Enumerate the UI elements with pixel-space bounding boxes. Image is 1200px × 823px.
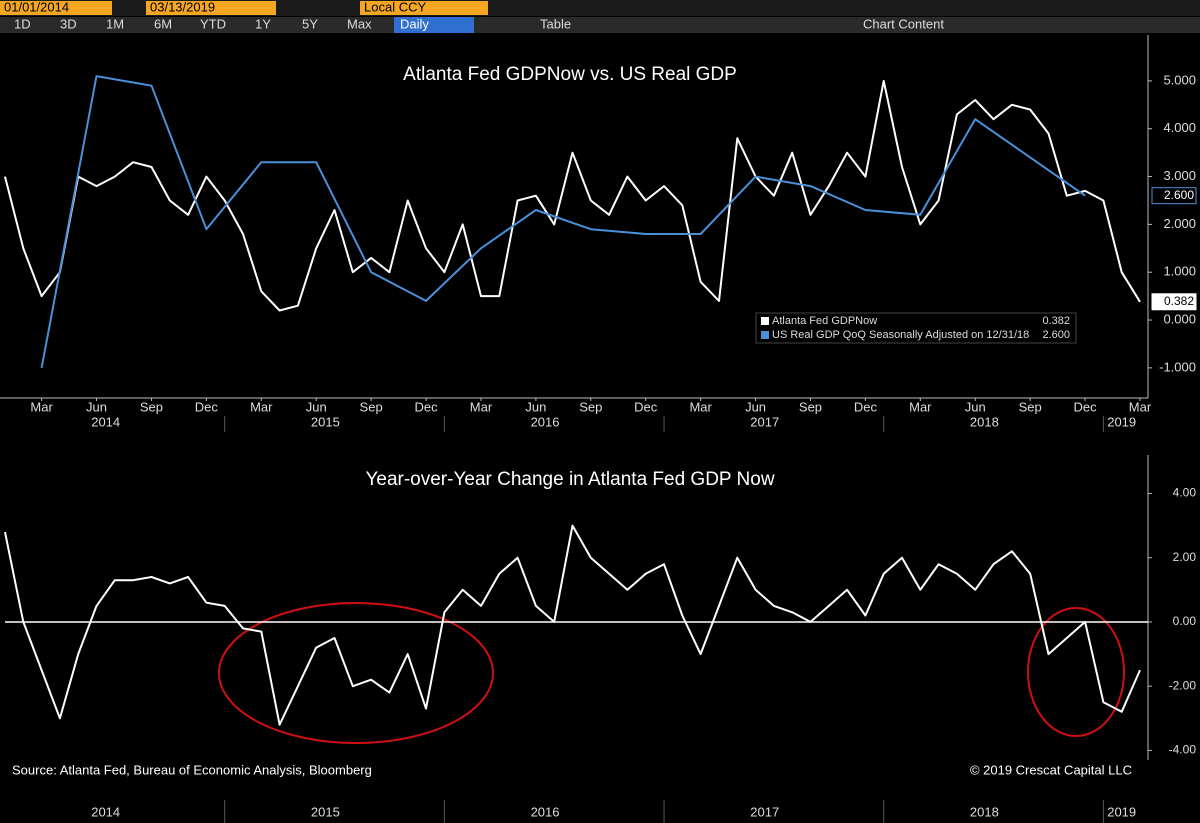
legend-swatch [761, 317, 769, 325]
series-line [40, 75, 1086, 369]
value-tag-box [1151, 187, 1197, 205]
range-button[interactable]: 1D [14, 16, 31, 31]
legend-swatch [761, 331, 769, 339]
x-year-label: 2017 [750, 414, 779, 429]
range-button[interactable]: 6M [154, 16, 172, 31]
toolbar-row [0, 0, 1200, 16]
series-line [4, 79, 1141, 312]
y-tick-label: -2.00 [1169, 678, 1197, 692]
legend-label: Atlanta Fed GDPNow [772, 315, 877, 327]
chart-content-button[interactable]: Chart Content [863, 16, 944, 31]
end-date: 03/13/2019 [150, 0, 215, 14]
x-tick-label: Dec [414, 399, 438, 414]
x-year-label: 2016 [531, 414, 560, 429]
range-button[interactable]: YTD [200, 16, 226, 31]
date-field[interactable] [0, 1, 112, 15]
date-field[interactable] [146, 1, 276, 15]
legend-label: US Real GDP QoQ Seasonally Adjusted on 1… [772, 329, 1029, 341]
x-tick-label: Dec [1074, 399, 1098, 414]
x-tick-label: Mar [250, 399, 273, 414]
copyright: © 2019 Crescat Capital LLC [970, 762, 1132, 777]
legend-value: 0.382 [1042, 315, 1070, 327]
y-tick-label: -4.00 [1169, 743, 1197, 757]
x-year-label: 2017 [750, 804, 779, 819]
x-year-label: 2015 [311, 414, 340, 429]
x-tick-label: Jun [965, 399, 986, 414]
x-year-label: 2018 [970, 804, 999, 819]
x-tick-label: Sep [360, 399, 383, 414]
x-tick-label: Mar [1129, 399, 1152, 414]
y-tick-label: 5.000 [1163, 72, 1196, 87]
value-tag: 0.382 [1164, 294, 1194, 308]
y-tick-label: -1.000 [1159, 359, 1196, 374]
x-tick-label: Mar [470, 399, 493, 414]
highlight-ellipse [218, 602, 494, 744]
start-date: 01/01/2014 [4, 0, 69, 14]
range-button[interactable]: 1M [106, 16, 124, 31]
x-tick-label: Jun [525, 399, 546, 414]
y-tick-label: 3.000 [1163, 168, 1196, 183]
range-button[interactable]: 3D [60, 16, 77, 31]
x-tick-label: Jun [86, 399, 107, 414]
y-tick-label: 0.000 [1163, 311, 1196, 326]
range-button[interactable]: 1Y [255, 16, 271, 31]
x-year-label: 2014 [91, 414, 120, 429]
y-tick-label: 4.00 [1173, 486, 1197, 500]
currency-field[interactable] [360, 1, 488, 15]
x-tick-label: Jun [745, 399, 766, 414]
y-tick-label: 1.000 [1163, 264, 1196, 279]
legend-value: 2.600 [1042, 329, 1070, 341]
range-buttons: 1D 3D 1M 6M YTD 1Y 5Y Max [14, 16, 372, 31]
x-year-label: 2014 [91, 804, 120, 819]
toolbar-row [0, 17, 1200, 33]
chart-title: Atlanta Fed GDPNow vs. US Real GDP [403, 64, 737, 85]
y-tick-label: 2.000 [1163, 216, 1196, 231]
x-tick-label: Jun [306, 399, 327, 414]
y-tick-label: 2.00 [1173, 550, 1197, 564]
x-year-label: 2016 [531, 804, 560, 819]
y-tick-label: 4.000 [1163, 120, 1196, 135]
value-tag: 2.600 [1164, 188, 1194, 202]
x-year-label: 2019 [1107, 414, 1136, 429]
value-tag-box [1151, 293, 1197, 311]
x-year-label: 2019 [1107, 804, 1136, 819]
x-tick-label: Sep [140, 399, 163, 414]
frequency: Daily [400, 16, 429, 31]
source: Source: Atlanta Fed, Bureau of Economic … [12, 762, 372, 777]
x-tick-label: Dec [195, 399, 219, 414]
legend-box [755, 312, 1077, 344]
range-button[interactable]: 5Y [302, 16, 318, 31]
x-tick-label: Dec [634, 399, 658, 414]
y-tick-label: 0.00 [1173, 614, 1197, 628]
x-tick-label: Mar [689, 399, 712, 414]
x-tick-label: Sep [1019, 399, 1042, 414]
series-line [4, 524, 1141, 726]
range-button[interactable]: Max [347, 16, 372, 31]
x-tick-label: Mar [909, 399, 932, 414]
x-tick-label: Mar [30, 399, 53, 414]
chart-title: Year-over-Year Change in Atlanta Fed GDP… [365, 469, 774, 490]
highlight-ellipse [1027, 607, 1125, 737]
x-tick-label: Sep [579, 399, 602, 414]
frequency-button[interactable] [394, 17, 474, 33]
table-button[interactable]: Table [540, 16, 571, 31]
x-tick-label: Dec [854, 399, 878, 414]
x-year-label: 2015 [311, 804, 340, 819]
x-year-label: 2018 [970, 414, 999, 429]
x-tick-label: Sep [799, 399, 822, 414]
currency: Local CCY [364, 0, 426, 14]
